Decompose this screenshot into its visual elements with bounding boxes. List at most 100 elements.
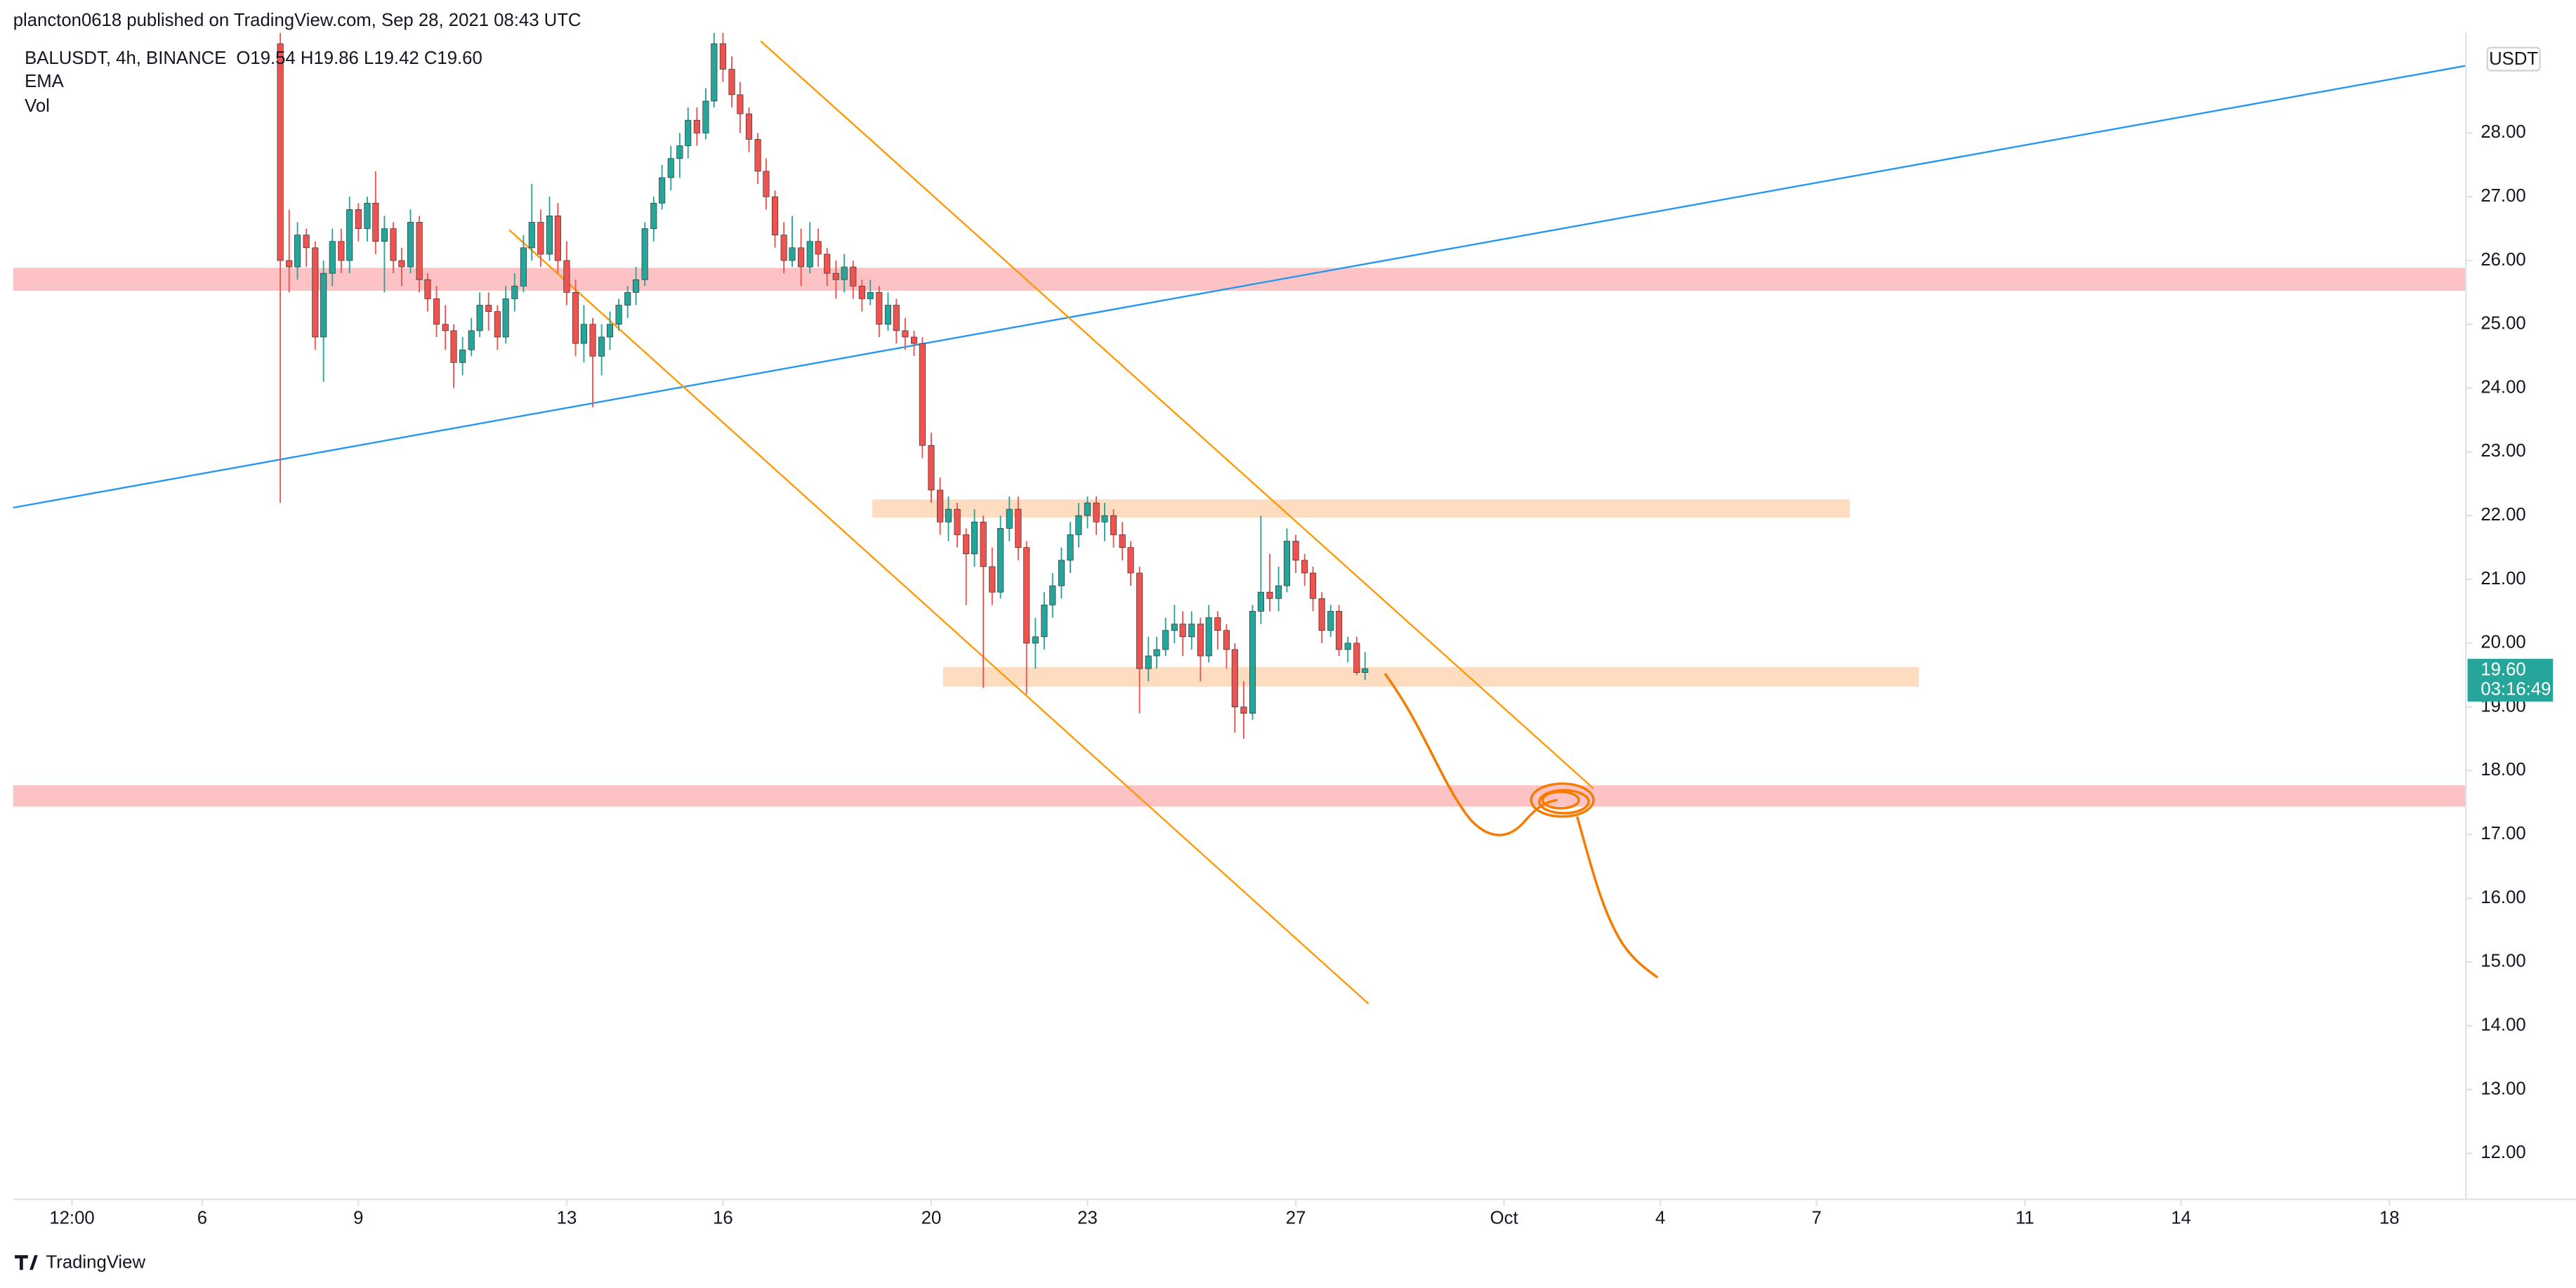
projection-curve — [1384, 673, 1558, 836]
candle-body — [884, 305, 892, 325]
candle-body — [1023, 547, 1030, 644]
candle-body — [1093, 502, 1100, 523]
y-tick-label: 26.00 — [2480, 250, 2525, 270]
candle-body — [858, 285, 865, 299]
symbol-legend: BALUSDT, 4h, BINANCE O19.54 H19.86 L19.42… — [25, 48, 482, 68]
y-tick-label: 22.00 — [2480, 505, 2525, 525]
channel-line — [508, 229, 1369, 1005]
candle-body — [667, 158, 674, 178]
candle-body — [980, 521, 987, 567]
candle-body — [1309, 572, 1317, 599]
y-tick-label: 28.00 — [2480, 122, 2525, 142]
candle-body — [1257, 591, 1264, 612]
candle-body — [876, 292, 883, 325]
support-zone — [13, 785, 2466, 807]
target-circle — [1530, 782, 1595, 818]
candle-body — [589, 324, 596, 357]
countdown-label: 03:16:49 — [2480, 679, 2551, 699]
candle-body — [832, 272, 839, 280]
candle-body — [390, 228, 397, 261]
candle-body — [286, 260, 293, 268]
x-tick-label: 4 — [1655, 1209, 1665, 1228]
candle-body — [1015, 508, 1022, 548]
candle-body — [824, 254, 831, 274]
candle-body — [1344, 643, 1351, 650]
candle-body — [303, 235, 310, 249]
projection-curve — [1576, 816, 1659, 979]
candle-body — [1041, 604, 1048, 638]
candle-body — [997, 528, 1004, 593]
candle-body — [1032, 636, 1039, 644]
candle-body — [1119, 534, 1126, 548]
candle-body — [1162, 630, 1169, 650]
range-zone — [942, 666, 1919, 687]
candle-body — [450, 330, 457, 363]
y-tick-label: 18.00 — [2480, 760, 2525, 780]
candle-body — [1214, 617, 1221, 631]
candle-body — [606, 324, 614, 338]
candle-body — [398, 260, 405, 268]
candle-body — [580, 324, 587, 344]
candle-body — [989, 566, 996, 593]
y-tick-label: 25.00 — [2480, 314, 2525, 334]
y-tick-label: 12.00 — [2480, 1143, 2525, 1162]
candle-body — [329, 241, 336, 274]
currency-label[interactable]: USDT — [2489, 49, 2538, 69]
candle-body — [598, 336, 605, 357]
candle-body — [338, 241, 345, 261]
x-tick-label: 23 — [1077, 1209, 1098, 1228]
candle-body — [771, 196, 779, 236]
candle-body — [693, 119, 700, 133]
candle-body — [815, 241, 822, 255]
currency-badge[interactable] — [2486, 46, 2541, 72]
candle-body — [702, 100, 709, 133]
candle-body — [554, 216, 561, 261]
candle-body — [867, 292, 874, 299]
candle-body — [711, 43, 718, 102]
y-tick-label: 23.00 — [2480, 441, 2525, 461]
target-circle — [1538, 789, 1590, 815]
candle-body — [312, 247, 319, 338]
candle-body — [476, 305, 483, 331]
x-tick-label: 12:00 — [49, 1209, 94, 1228]
candle-body — [754, 139, 761, 172]
candles — [277, 31, 1369, 740]
candle-body — [1362, 668, 1369, 673]
candle-body — [676, 145, 683, 159]
candle-body — [528, 222, 535, 249]
candle-body — [1283, 541, 1291, 586]
indicator-legend: EMA — [25, 72, 65, 91]
candle-body — [719, 43, 726, 70]
candle-body — [1127, 547, 1134, 574]
candle-body — [511, 285, 518, 299]
candle-body — [615, 305, 622, 325]
candle-body — [641, 228, 648, 280]
y-tick-label: 13.00 — [2480, 1079, 2525, 1098]
candle-body — [1240, 707, 1247, 714]
x-tick-label: 11 — [2016, 1209, 2035, 1228]
drawings — [13, 40, 2466, 1005]
candle-body — [1223, 630, 1230, 650]
x-tick-label: 13 — [557, 1209, 577, 1228]
candle-body — [850, 266, 857, 287]
candle-body — [919, 343, 926, 446]
candle-body — [1336, 611, 1343, 650]
candle-body — [1188, 624, 1195, 638]
x-tick-label: 7 — [1811, 1209, 1821, 1228]
candle-body — [502, 298, 509, 338]
candle-body — [485, 305, 492, 312]
candle-body — [1179, 624, 1186, 638]
candle-body — [572, 292, 579, 344]
y-tick-label: 27.00 — [2480, 186, 2525, 206]
candle-body — [745, 113, 753, 140]
candle-body — [1171, 624, 1178, 631]
candle-body — [798, 247, 805, 268]
candle-body — [537, 222, 544, 255]
header-bar — [0, 0, 2576, 33]
candle-body — [971, 521, 978, 555]
candle-body — [928, 445, 935, 491]
candle-body — [1353, 643, 1360, 673]
x-tick-label: 20 — [921, 1209, 942, 1228]
candle-body — [494, 311, 501, 338]
